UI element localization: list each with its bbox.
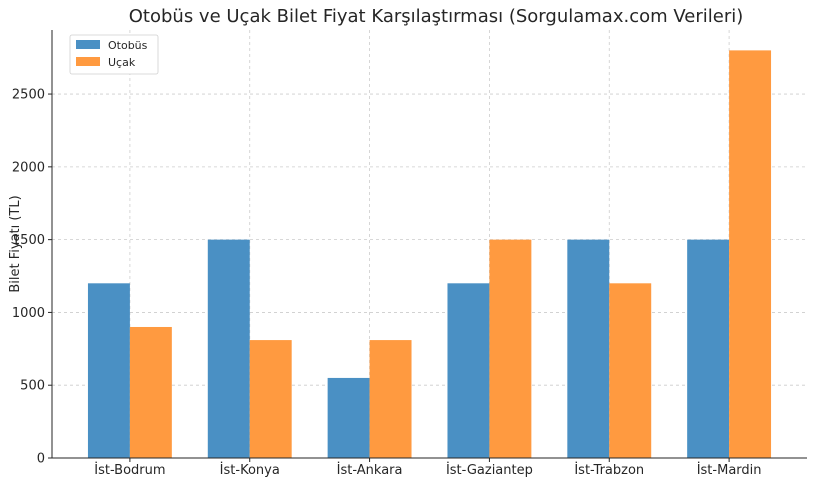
legend-label: Otobüs xyxy=(108,39,148,52)
legend-swatch xyxy=(76,40,100,49)
x-tick-label: İst-Ankara xyxy=(337,462,403,478)
bar-otobus xyxy=(567,239,610,458)
x-tick-label: İst-Konya xyxy=(220,462,280,478)
legend-swatch xyxy=(76,57,100,66)
legend: Otobüs Uçak xyxy=(69,34,159,75)
y-tick-label: 2500 xyxy=(12,88,45,103)
bar-ucak xyxy=(609,283,652,458)
y-tick-label: 1000 xyxy=(12,306,45,321)
ticks-layer: 0 500 1000 1500 2000 2500 İst-Bodrum İst-Konya İ… xyxy=(12,88,762,478)
bar-otobus xyxy=(687,239,730,458)
x-tick-label: İst-Trabzon xyxy=(574,462,644,478)
bar-otobus xyxy=(207,239,250,458)
chart-title: Otobüs ve Uçak Bilet Fiyat Karşılaştırma… xyxy=(129,6,744,27)
axes-layer xyxy=(51,30,807,459)
bar-ucak xyxy=(129,326,172,458)
bar-otobus xyxy=(327,377,370,458)
bars-layer xyxy=(87,50,772,458)
bar-ucak xyxy=(489,239,532,458)
y-tick-label: 2000 xyxy=(12,160,45,175)
bar-otobus xyxy=(87,283,130,458)
x-tick-label: İst-Mardin xyxy=(697,462,762,478)
bar-ucak xyxy=(249,340,292,458)
bar-ucak xyxy=(369,340,412,458)
y-axis-label: Bilet Fiyatı (TL) xyxy=(8,195,23,292)
y-tick-label: 1500 xyxy=(12,233,45,248)
bar-ucak xyxy=(729,50,772,458)
y-tick-label: 0 xyxy=(37,452,45,467)
bar-otobus xyxy=(447,283,490,458)
x-tick-label: İst-Gaziantep xyxy=(446,462,533,478)
x-tick-label: İst-Bodrum xyxy=(94,462,165,478)
y-tick-label: 500 xyxy=(20,379,45,394)
legend-label: Uçak xyxy=(108,56,136,69)
